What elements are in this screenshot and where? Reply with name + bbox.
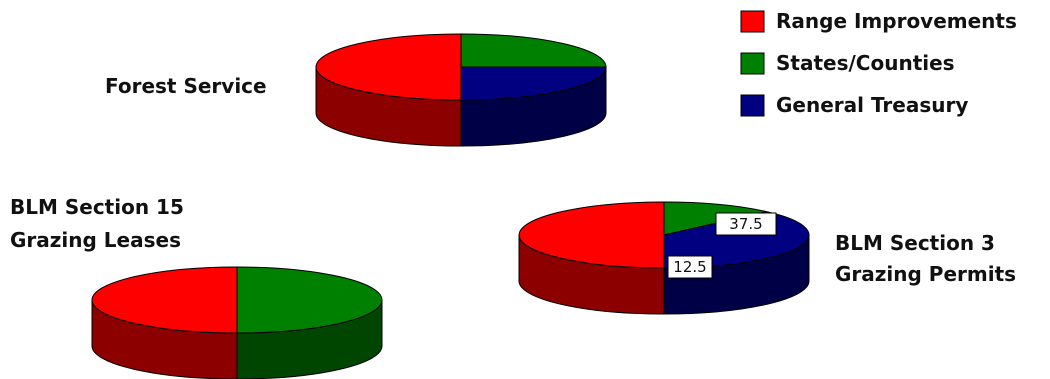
forest-service-title: Forest Service	[105, 74, 267, 98]
blm3-data-label-box-general-treasury	[715, 212, 777, 236]
blm15-title-line-2: Grazing Leases	[10, 228, 181, 252]
legend-swatch-general-treasury	[740, 94, 765, 117]
legend-swatch-range-improvements	[740, 10, 765, 33]
blm15-title-line-1: BLM Section 15	[10, 195, 184, 219]
forest-service-pie	[315, 33, 607, 147]
legend: Range Improvements States/Counties Gener…	[740, 9, 1017, 117]
blm15-slice-range-improvements	[91, 266, 238, 334]
blm3-slice-states-counties	[663, 201, 767, 236]
blm15-slice-states-counties	[236, 266, 383, 334]
blm-section-3-pie: 37.5 12.5	[518, 201, 810, 315]
legend-swatch-states-counties	[740, 52, 765, 75]
legend-label-range-improvements: Range Improvements	[776, 9, 1017, 33]
legend-label-general-treasury: General Treasury	[776, 93, 968, 117]
blm3-slice-range-improvements	[518, 201, 665, 269]
forest-slice-general-treasury	[460, 66, 607, 101]
blm3-data-label-box-states-counties	[667, 255, 713, 279]
blm3-title-line-1: BLM Section 3	[835, 231, 995, 255]
forest-slice-states-counties	[460, 33, 607, 68]
blm-section-15-pie	[91, 266, 383, 379]
blm3-data-label-states-counties: 12.5	[673, 258, 706, 276]
blm3-data-label-general-treasury: 37.5	[729, 215, 762, 233]
legend-label-states-counties: States/Counties	[776, 51, 955, 75]
forest-slice-range-improvements	[315, 33, 462, 101]
blm3-title-line-2: Grazing Permits	[835, 262, 1016, 286]
